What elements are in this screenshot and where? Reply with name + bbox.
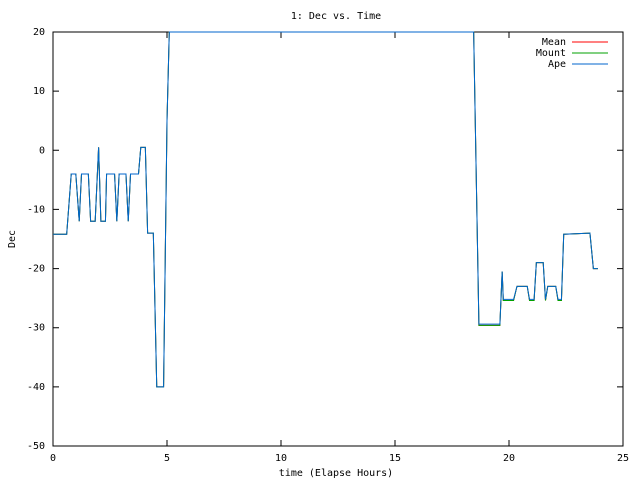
- x-tick-label: 25: [617, 453, 629, 464]
- line-series: [53, 31, 598, 388]
- x-tick-label: 20: [503, 453, 515, 464]
- legend-label: Mount: [536, 48, 566, 59]
- y-axis-label: Dec: [7, 230, 18, 248]
- y-tick-label: -20: [27, 264, 45, 275]
- x-tick-label: 5: [164, 453, 170, 464]
- y-tick-label: -40: [27, 382, 45, 393]
- y-tick-label: -10: [27, 204, 45, 215]
- legend-label: Ape: [548, 59, 566, 70]
- y-tick-label: 0: [39, 145, 45, 156]
- y-tick-label: -30: [27, 323, 45, 334]
- x-tick-label: 0: [50, 453, 56, 464]
- y-tick-label: 20: [33, 27, 45, 38]
- x-tick-label: 15: [389, 453, 401, 464]
- y-tick-label: -50: [27, 441, 45, 452]
- x-axis-label: time (Elapse Hours): [279, 468, 393, 479]
- x-tick-label: 10: [275, 453, 287, 464]
- legend-label: Mean: [542, 37, 566, 48]
- line-series: [53, 31, 598, 388]
- chart-title: 1: Dec vs. Time: [291, 11, 381, 22]
- plot-frame: [52, 31, 624, 447]
- line-series: [53, 31, 598, 388]
- y-tick-label: 10: [33, 86, 45, 97]
